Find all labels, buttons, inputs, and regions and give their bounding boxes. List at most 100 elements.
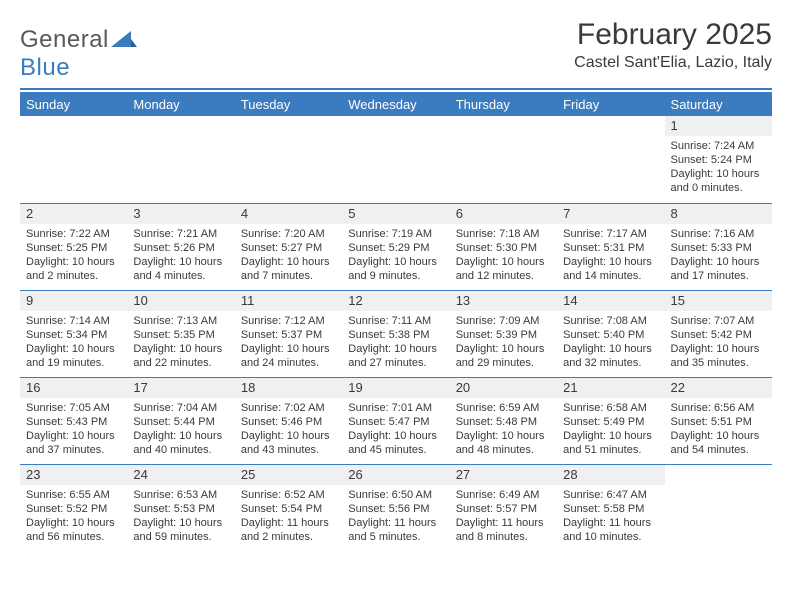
calendar-week: 9Sunrise: 7:14 AMSunset: 5:34 PMDaylight… bbox=[20, 290, 772, 377]
day-number: 15 bbox=[665, 291, 772, 311]
day-number bbox=[450, 116, 557, 136]
day-details: Sunrise: 6:50 AMSunset: 5:56 PMDaylight:… bbox=[342, 485, 449, 548]
day-details: Sunrise: 7:18 AMSunset: 5:30 PMDaylight:… bbox=[450, 224, 557, 287]
calendar-cell: 25Sunrise: 6:52 AMSunset: 5:54 PMDayligh… bbox=[235, 464, 342, 551]
calendar-cell bbox=[557, 116, 664, 203]
calendar-cell bbox=[450, 116, 557, 203]
day-header: Tuesday bbox=[235, 92, 342, 116]
day-details: Sunrise: 7:22 AMSunset: 5:25 PMDaylight:… bbox=[20, 224, 127, 287]
day-number: 13 bbox=[450, 291, 557, 311]
day-details: Sunrise: 7:02 AMSunset: 5:46 PMDaylight:… bbox=[235, 398, 342, 461]
day-details: Sunrise: 7:19 AMSunset: 5:29 PMDaylight:… bbox=[342, 224, 449, 287]
calendar-page: General Blue February 2025 Castel Sant'E… bbox=[0, 0, 792, 551]
day-number: 27 bbox=[450, 465, 557, 485]
calendar-cell bbox=[20, 116, 127, 203]
calendar-cell: 28Sunrise: 6:47 AMSunset: 5:58 PMDayligh… bbox=[557, 464, 664, 551]
calendar-cell: 24Sunrise: 6:53 AMSunset: 5:53 PMDayligh… bbox=[127, 464, 234, 551]
calendar-table: SundayMondayTuesdayWednesdayThursdayFrid… bbox=[20, 92, 772, 551]
day-details: Sunrise: 6:56 AMSunset: 5:51 PMDaylight:… bbox=[665, 398, 772, 461]
day-number: 22 bbox=[665, 378, 772, 398]
calendar-cell: 19Sunrise: 7:01 AMSunset: 5:47 PMDayligh… bbox=[342, 377, 449, 464]
brand-text-b: Blue bbox=[20, 54, 70, 81]
day-number: 3 bbox=[127, 204, 234, 224]
day-number: 6 bbox=[450, 204, 557, 224]
calendar-cell bbox=[342, 116, 449, 203]
day-number: 9 bbox=[20, 291, 127, 311]
calendar-cell: 13Sunrise: 7:09 AMSunset: 5:39 PMDayligh… bbox=[450, 290, 557, 377]
calendar-cell: 22Sunrise: 6:56 AMSunset: 5:51 PMDayligh… bbox=[665, 377, 772, 464]
day-number: 17 bbox=[127, 378, 234, 398]
calendar-cell: 27Sunrise: 6:49 AMSunset: 5:57 PMDayligh… bbox=[450, 464, 557, 551]
day-number: 19 bbox=[342, 378, 449, 398]
calendar-thead: SundayMondayTuesdayWednesdayThursdayFrid… bbox=[20, 92, 772, 116]
day-number bbox=[665, 465, 772, 485]
brand-logo: General Blue bbox=[20, 18, 137, 82]
day-number: 4 bbox=[235, 204, 342, 224]
day-details: Sunrise: 7:14 AMSunset: 5:34 PMDaylight:… bbox=[20, 311, 127, 374]
day-header: Thursday bbox=[450, 92, 557, 116]
calendar-cell: 7Sunrise: 7:17 AMSunset: 5:31 PMDaylight… bbox=[557, 203, 664, 290]
day-number: 24 bbox=[127, 465, 234, 485]
calendar-body: 1Sunrise: 7:24 AMSunset: 5:24 PMDaylight… bbox=[20, 116, 772, 551]
calendar-cell: 12Sunrise: 7:11 AMSunset: 5:38 PMDayligh… bbox=[342, 290, 449, 377]
calendar-week: 2Sunrise: 7:22 AMSunset: 5:25 PMDaylight… bbox=[20, 203, 772, 290]
page-header: General Blue February 2025 Castel Sant'E… bbox=[20, 18, 772, 90]
day-header: Wednesday bbox=[342, 92, 449, 116]
day-header: Saturday bbox=[665, 92, 772, 116]
day-number: 26 bbox=[342, 465, 449, 485]
day-number: 18 bbox=[235, 378, 342, 398]
title-block: February 2025 Castel Sant'Elia, Lazio, I… bbox=[574, 18, 772, 72]
day-number: 1 bbox=[665, 116, 772, 136]
day-details: Sunrise: 6:49 AMSunset: 5:57 PMDaylight:… bbox=[450, 485, 557, 548]
day-details: Sunrise: 7:08 AMSunset: 5:40 PMDaylight:… bbox=[557, 311, 664, 374]
brand-triangle-icon bbox=[111, 26, 137, 54]
calendar-cell: 23Sunrise: 6:55 AMSunset: 5:52 PMDayligh… bbox=[20, 464, 127, 551]
calendar-cell: 8Sunrise: 7:16 AMSunset: 5:33 PMDaylight… bbox=[665, 203, 772, 290]
calendar-cell bbox=[665, 464, 772, 551]
day-details: Sunrise: 7:24 AMSunset: 5:24 PMDaylight:… bbox=[665, 136, 772, 199]
day-details: Sunrise: 6:55 AMSunset: 5:52 PMDaylight:… bbox=[20, 485, 127, 548]
day-number: 7 bbox=[557, 204, 664, 224]
day-details: Sunrise: 7:13 AMSunset: 5:35 PMDaylight:… bbox=[127, 311, 234, 374]
page-title: February 2025 bbox=[574, 18, 772, 52]
day-number: 20 bbox=[450, 378, 557, 398]
day-number bbox=[20, 116, 127, 136]
calendar-cell: 3Sunrise: 7:21 AMSunset: 5:26 PMDaylight… bbox=[127, 203, 234, 290]
day-details: Sunrise: 6:59 AMSunset: 5:48 PMDaylight:… bbox=[450, 398, 557, 461]
day-header: Sunday bbox=[20, 92, 127, 116]
day-number: 25 bbox=[235, 465, 342, 485]
calendar-cell: 15Sunrise: 7:07 AMSunset: 5:42 PMDayligh… bbox=[665, 290, 772, 377]
day-number bbox=[235, 116, 342, 136]
day-number bbox=[127, 116, 234, 136]
day-number: 8 bbox=[665, 204, 772, 224]
day-details: Sunrise: 7:12 AMSunset: 5:37 PMDaylight:… bbox=[235, 311, 342, 374]
day-details: Sunrise: 7:01 AMSunset: 5:47 PMDaylight:… bbox=[342, 398, 449, 461]
day-number: 2 bbox=[20, 204, 127, 224]
day-number: 11 bbox=[235, 291, 342, 311]
calendar-cell: 2Sunrise: 7:22 AMSunset: 5:25 PMDaylight… bbox=[20, 203, 127, 290]
calendar-cell: 26Sunrise: 6:50 AMSunset: 5:56 PMDayligh… bbox=[342, 464, 449, 551]
day-details: Sunrise: 7:04 AMSunset: 5:44 PMDaylight:… bbox=[127, 398, 234, 461]
calendar-week: 1Sunrise: 7:24 AMSunset: 5:24 PMDaylight… bbox=[20, 116, 772, 203]
day-header: Monday bbox=[127, 92, 234, 116]
day-details: Sunrise: 7:17 AMSunset: 5:31 PMDaylight:… bbox=[557, 224, 664, 287]
day-details: Sunrise: 7:16 AMSunset: 5:33 PMDaylight:… bbox=[665, 224, 772, 287]
day-number: 14 bbox=[557, 291, 664, 311]
day-details: Sunrise: 7:20 AMSunset: 5:27 PMDaylight:… bbox=[235, 224, 342, 287]
day-number: 21 bbox=[557, 378, 664, 398]
day-details: Sunrise: 6:52 AMSunset: 5:54 PMDaylight:… bbox=[235, 485, 342, 548]
day-number: 10 bbox=[127, 291, 234, 311]
day-number: 28 bbox=[557, 465, 664, 485]
day-header: Friday bbox=[557, 92, 664, 116]
brand-text-a: General bbox=[20, 26, 109, 53]
day-number: 12 bbox=[342, 291, 449, 311]
calendar-cell: 20Sunrise: 6:59 AMSunset: 5:48 PMDayligh… bbox=[450, 377, 557, 464]
calendar-cell: 11Sunrise: 7:12 AMSunset: 5:37 PMDayligh… bbox=[235, 290, 342, 377]
day-details: Sunrise: 6:47 AMSunset: 5:58 PMDaylight:… bbox=[557, 485, 664, 548]
day-details: Sunrise: 7:21 AMSunset: 5:26 PMDaylight:… bbox=[127, 224, 234, 287]
day-details: Sunrise: 7:07 AMSunset: 5:42 PMDaylight:… bbox=[665, 311, 772, 374]
calendar-cell: 6Sunrise: 7:18 AMSunset: 5:30 PMDaylight… bbox=[450, 203, 557, 290]
calendar-cell: 14Sunrise: 7:08 AMSunset: 5:40 PMDayligh… bbox=[557, 290, 664, 377]
calendar-week: 16Sunrise: 7:05 AMSunset: 5:43 PMDayligh… bbox=[20, 377, 772, 464]
day-number bbox=[557, 116, 664, 136]
